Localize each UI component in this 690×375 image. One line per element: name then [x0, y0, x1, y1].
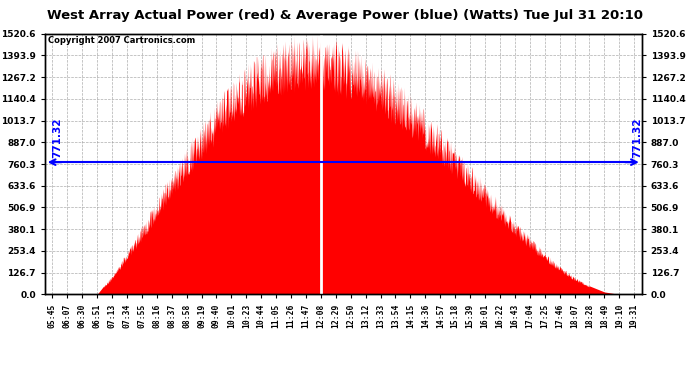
Text: West Array Actual Power (red) & Average Power (blue) (Watts) Tue Jul 31 20:10: West Array Actual Power (red) & Average …	[47, 9, 643, 22]
Text: 771.32: 771.32	[52, 117, 62, 158]
Text: 771.32: 771.32	[632, 117, 642, 158]
Text: Copyright 2007 Cartronics.com: Copyright 2007 Cartronics.com	[48, 36, 195, 45]
